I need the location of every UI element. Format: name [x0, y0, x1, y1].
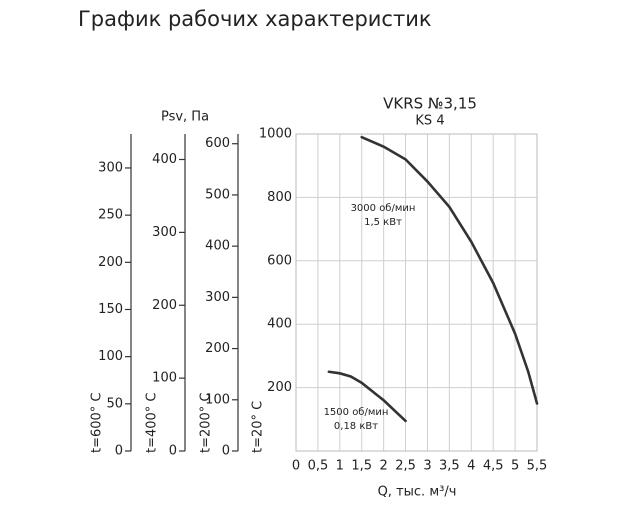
y-tick-label: 1000: [259, 127, 292, 142]
y-tick-label: 0: [115, 444, 123, 459]
temperature-label: t=400° C: [145, 392, 160, 453]
y-tick-label: 400: [205, 239, 230, 254]
page-title: График рабочих характеристик: [78, 7, 432, 31]
chart-title: VKRS №3,15: [383, 95, 477, 113]
x-tick-label: 4: [467, 459, 475, 474]
y-tick-label: 800: [267, 190, 292, 205]
x-tick-label: 3,5: [439, 459, 460, 474]
temperature-label: t=200° C: [199, 392, 214, 453]
y-tick-label: 300: [152, 225, 177, 240]
x-tick-label: 0: [292, 459, 300, 474]
y-tick-label: 400: [267, 317, 292, 332]
y-tick-label: 150: [98, 302, 123, 317]
y-tick-label: 200: [98, 255, 123, 270]
x-tick-label: 5,5: [527, 459, 548, 474]
y-tick-label: 300: [98, 160, 123, 175]
curve-label: 3000 об/мин: [351, 203, 416, 214]
y-tick-label: 0: [222, 444, 230, 459]
y-tick-label: 100: [205, 392, 230, 407]
curve-power: 0,18 кВт: [334, 421, 378, 432]
x-tick-label: 4,5: [483, 459, 504, 474]
x-tick-label: 5: [511, 459, 519, 474]
curve-label: 1500 об/мин: [324, 407, 389, 418]
plot-frame: [295, 133, 538, 452]
curve: [327, 370, 407, 423]
y-tick-label: 50: [106, 396, 123, 411]
y-tick-label: 200: [205, 341, 230, 356]
y-tick-label: 500: [205, 187, 230, 202]
y-tick-label: 300: [205, 290, 230, 305]
y-tick-label: 100: [152, 371, 177, 386]
x-tick-label: 2: [379, 459, 387, 474]
y-tick-label: 600: [267, 253, 292, 268]
y-tick-label: 0: [169, 444, 177, 459]
x-tick-label: 1: [336, 459, 344, 474]
y-tick-label: 100: [98, 349, 123, 364]
chart-subtitle: KS 4: [415, 114, 444, 129]
y-tick-label: 400: [152, 152, 177, 167]
temperature-label: t=600° C: [90, 392, 105, 453]
y-tick-label: 250: [98, 208, 123, 223]
y-tick-label: 200: [152, 298, 177, 313]
temperature-label: t=20° C: [251, 401, 266, 453]
curve: [360, 135, 539, 405]
x-axis-label: Q, тыс. м³/ч: [378, 485, 457, 500]
x-tick-label: 2,5: [395, 459, 416, 474]
x-tick-label: 3: [423, 459, 431, 474]
y-axis-label: Psv, Па: [161, 110, 209, 125]
x-tick-label: 1,5: [351, 459, 372, 474]
curve-power: 1,5 кВт: [364, 217, 402, 228]
y-tick-label: 600: [205, 136, 230, 151]
x-tick-label: 0,5: [308, 459, 329, 474]
y-tick-label: 200: [267, 380, 292, 395]
